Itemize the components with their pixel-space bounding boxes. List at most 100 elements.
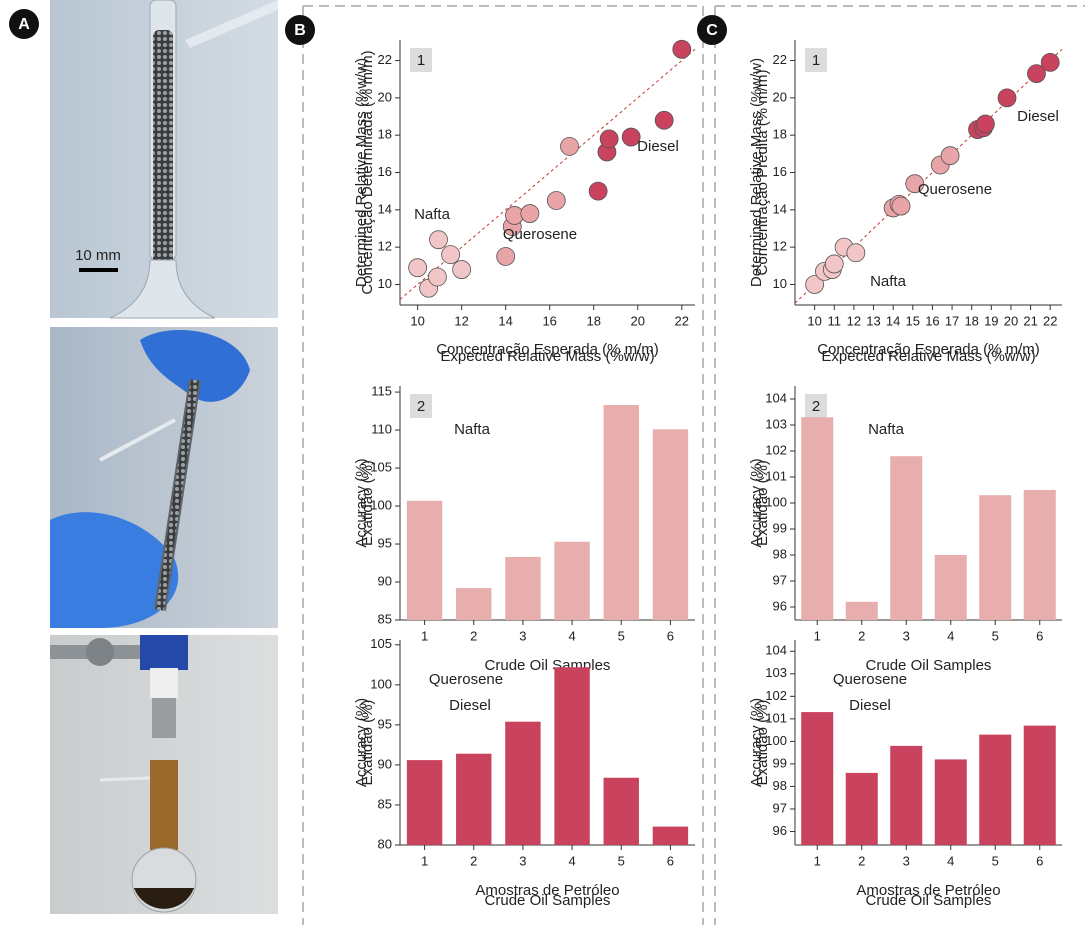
y-tick-label: 99 <box>773 755 787 770</box>
x-tick-label: 1 <box>421 628 428 643</box>
x-tick-label: 6 <box>667 628 674 643</box>
point <box>408 258 428 278</box>
x-tick-label: 3 <box>903 628 910 643</box>
bar <box>505 721 541 845</box>
bar <box>505 556 541 620</box>
y-axis-label: Accuracy (%) <box>353 698 370 787</box>
y-tick-label: 22 <box>378 52 392 67</box>
point <box>846 243 866 263</box>
x-tick-label: 2 <box>858 628 865 643</box>
y-axis-label: Concentração Determinada (% m/m) <box>359 50 376 294</box>
y-tick-label: 98 <box>773 778 787 793</box>
panel-number-box <box>410 48 432 72</box>
bar <box>1023 490 1056 620</box>
y-tick-label: 95 <box>378 716 392 731</box>
bar <box>554 541 590 620</box>
cap <box>150 668 178 698</box>
photo-column: 10 mm <box>50 0 278 914</box>
y-tick-label: 115 <box>371 384 392 399</box>
bar <box>845 601 878 620</box>
y-tick-label: 110 <box>371 422 392 437</box>
panel-label: B <box>294 22 306 39</box>
x-tick-label: 12 <box>847 313 861 328</box>
x-axis-label: Crude Oil Samples <box>485 892 611 909</box>
x-tick-label: 5 <box>618 853 625 868</box>
point <box>520 204 540 223</box>
bar <box>845 772 878 845</box>
x-axis-label: Concentração Esperada (% m/m) <box>817 341 1040 358</box>
point <box>428 267 447 287</box>
y-tick-label: 10 <box>378 276 392 291</box>
x-axis-label: Amostras de Petróleo <box>856 882 1000 899</box>
x-tick-label: 18 <box>964 313 978 328</box>
bar <box>801 417 834 620</box>
bar <box>801 712 834 845</box>
y-axis-label: Exatidão (%) <box>754 460 771 546</box>
glass-arm <box>185 0 278 48</box>
panel-label-badge <box>285 15 315 45</box>
bar <box>456 588 492 620</box>
x-tick-label: 3 <box>519 853 526 868</box>
series-annotation: Nafta <box>414 206 451 223</box>
panel-label-badge <box>9 9 39 39</box>
y-tick-label: 18 <box>378 127 392 142</box>
bar <box>406 500 443 620</box>
y-axis-label: Concentração Predita (% m/m) <box>754 70 771 276</box>
clamp <box>140 635 188 670</box>
point <box>654 110 674 130</box>
y-axis-label: Exatidão (%) <box>754 700 771 786</box>
y-tick-label: 97 <box>773 572 787 587</box>
bar <box>603 404 639 620</box>
x-tick-label: 6 <box>667 853 674 868</box>
bar <box>979 495 1012 620</box>
series-annotation: Diesel <box>637 138 679 155</box>
glass-bulb <box>109 259 216 319</box>
x-tick-label: 5 <box>618 628 625 643</box>
point <box>546 191 566 210</box>
panel-label-badge <box>697 15 727 45</box>
x-tick-label: 20 <box>1004 313 1018 328</box>
y-axis-label: Determined Relative Mass (%w/w) <box>353 58 370 287</box>
x-tick-label: 20 <box>631 313 645 328</box>
x-tick-label: 4 <box>568 628 575 643</box>
y-tick-label: 80 <box>378 836 392 851</box>
y-tick-label: 96 <box>773 598 787 613</box>
y-tick-label: 103 <box>765 665 787 680</box>
tube-sample <box>150 760 178 850</box>
y-tick-label: 100 <box>765 733 787 748</box>
x-tick-label: 3 <box>519 628 526 643</box>
panel-border <box>302 5 704 925</box>
x-axis-label: Expected Relative Mass (%w/w) <box>821 348 1035 365</box>
y-tick-label: 102 <box>765 442 787 457</box>
reference-line <box>399 48 696 300</box>
mesh <box>153 30 173 280</box>
bar <box>934 555 967 620</box>
bar <box>1023 725 1056 845</box>
x-tick-label: 4 <box>568 853 575 868</box>
x-axis-label: Crude Oil Samples <box>866 892 992 909</box>
point <box>976 114 995 134</box>
y-tick-label: 105 <box>370 459 392 474</box>
y-tick-label: 16 <box>378 164 392 179</box>
y-tick-label: 12 <box>378 239 392 254</box>
x-tick-label: 1 <box>814 853 821 868</box>
x-tick-label: 18 <box>586 313 600 328</box>
bar <box>603 777 639 845</box>
x-tick-label: 13 <box>866 313 880 328</box>
x-tick-label: 21 <box>1023 313 1037 328</box>
series-annotation: Querosene <box>918 181 992 198</box>
x-tick-label: 14 <box>886 313 900 328</box>
x-tick-label: 10 <box>807 313 821 328</box>
x-axis-label: Amostras de Petróleo <box>475 882 619 899</box>
point <box>1040 52 1060 72</box>
series-annotation: Diesel <box>1017 108 1059 125</box>
x-tick-label: 19 <box>984 313 998 328</box>
glass-arm <box>99 418 176 462</box>
annotation: Nafta <box>868 421 905 438</box>
y-tick-label: 90 <box>378 756 392 771</box>
panel-border <box>714 5 1085 925</box>
y-tick-label: 18 <box>773 127 787 142</box>
bar <box>456 753 492 845</box>
annotation: Diesel <box>849 697 891 714</box>
x-tick-label: 1 <box>421 853 428 868</box>
